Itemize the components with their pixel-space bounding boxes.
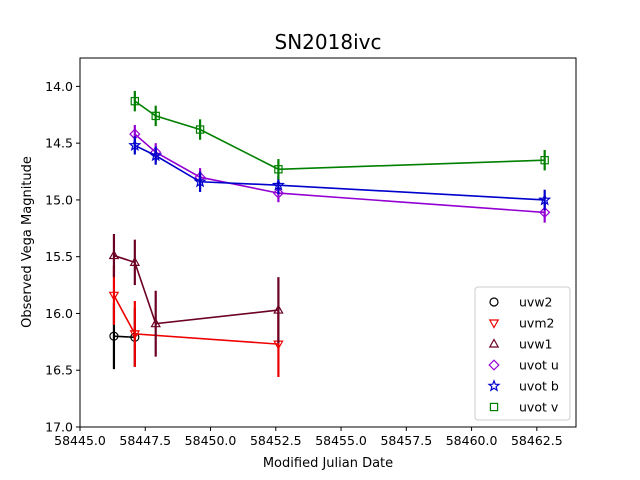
series-line [113,335,135,339]
y-tick-label: 14.0 [45,79,73,94]
data-point [108,249,120,260]
legend-marker [488,359,500,371]
x-tick-label: 58447.5 [119,433,171,448]
x-tick-label: 58445.0 [54,433,106,448]
plot-frame [79,57,577,428]
chart-title: SN2018ivc [275,30,382,54]
data-point [108,291,120,302]
series-uvot-b [128,136,552,211]
x-tick-label: 58455.0 [315,433,367,448]
legend-marker [487,379,501,392]
x-tick-label: 58450.0 [185,433,237,448]
series-uvw1 [108,233,284,357]
data-point [539,206,551,219]
axes-layer: 58445.0 58447.5 58450.0 58452.5 58455.0 58457… [45,79,563,448]
y-tick-label: 14.5 [45,136,73,151]
x-tick-label: 58460.0 [446,433,498,448]
x-axis-label: Modified Julian Date [263,456,393,471]
x-tick-label: 58457.5 [380,433,432,448]
y-tick-label: 17.0 [45,420,73,435]
legend-label: uvot b [519,379,559,394]
data-point [195,125,205,134]
y-tick-label: 16.0 [45,306,73,321]
legend-marker [489,402,499,412]
y-tick-label: 15.0 [45,192,73,207]
legend-marker [489,297,499,307]
data-point [540,155,549,165]
series-line [113,254,279,325]
legend-label: uvot v [519,400,559,415]
y-tick-label: 15.5 [45,249,73,264]
data-point [109,331,119,341]
plot-layer [108,90,552,378]
series-uvot-v [130,90,549,180]
data-point [271,178,285,191]
legend-marker [488,319,500,329]
data-point [273,304,284,314]
data-point [129,330,141,340]
data-point [150,317,161,328]
data-point [193,174,207,188]
legend-marker [488,338,500,348]
legend: uvw2 uvm2 uvw1 uvot u uvot b uvot v [474,286,571,421]
x-tick-label: 58452.5 [250,433,302,448]
y-axis-label: Observed Vega Magnitude [20,156,35,328]
data-point [274,165,283,174]
legend-label: uvm2 [519,316,554,331]
data-point [272,187,285,199]
data-point [149,148,163,162]
x-tick-label: 58462.5 [511,433,563,448]
y-tick-label: 16.5 [45,363,73,378]
legend-label: uvw1 [519,337,553,352]
legend-label: uvot u [519,358,559,373]
data-point [538,193,552,206]
data-point [128,138,142,152]
data-point [130,96,140,106]
data-point [129,256,141,266]
legend-label: uvw2 [519,295,553,310]
data-point [151,111,160,121]
legend-box [474,286,571,421]
